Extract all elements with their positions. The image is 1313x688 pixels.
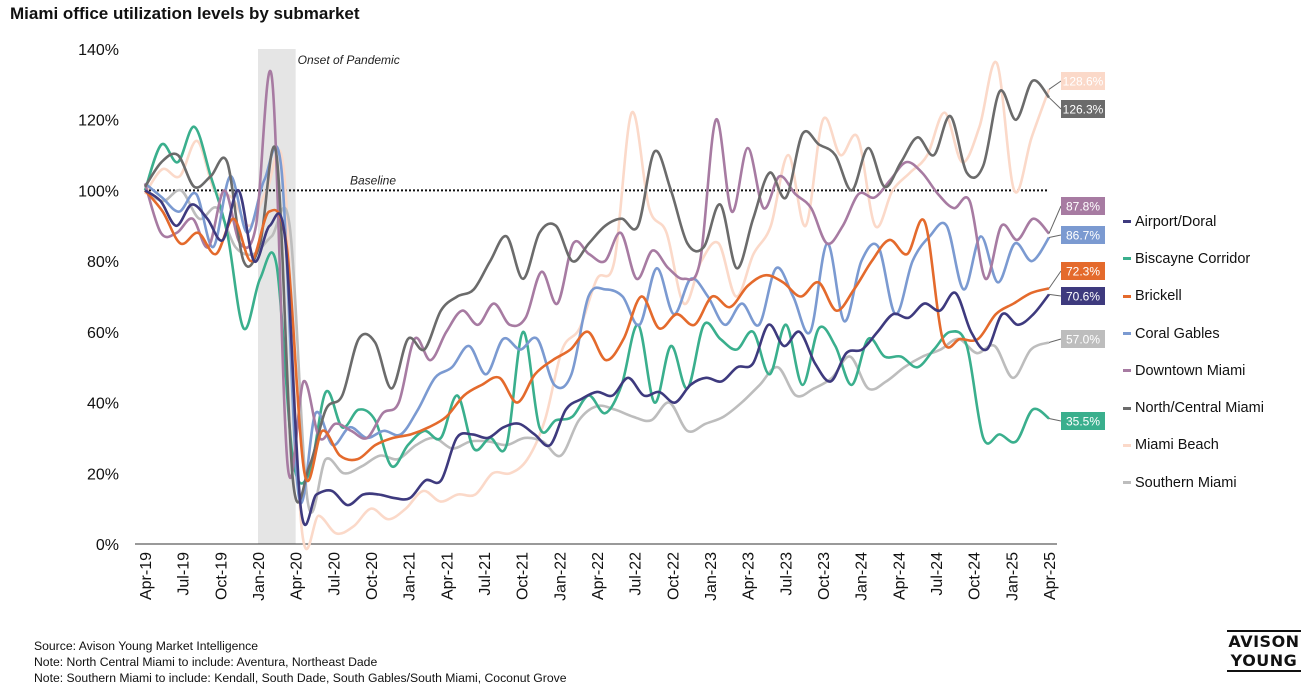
y-tick-label: 100% bbox=[78, 183, 119, 200]
logo-text: AVISON bbox=[1228, 632, 1300, 651]
end-label-box bbox=[1061, 412, 1105, 430]
legend-swatch bbox=[1123, 481, 1131, 485]
legend-swatch bbox=[1123, 220, 1131, 224]
end-label-leader bbox=[1048, 417, 1062, 422]
legend-item: North/Central Miami bbox=[1123, 389, 1264, 426]
legend-swatch bbox=[1123, 406, 1131, 410]
end-label-box bbox=[1061, 197, 1105, 215]
series-line bbox=[143, 79, 1051, 504]
chart-notes: Source: Avison Young Market Intelligence… bbox=[34, 638, 566, 686]
y-tick-label: 0% bbox=[96, 537, 119, 554]
baseline-label: Baseline bbox=[350, 173, 396, 187]
end-label-value: 70.6% bbox=[1066, 290, 1100, 304]
x-tick-label: Jul-21 bbox=[477, 552, 494, 596]
x-tick-label: Jul-22 bbox=[628, 552, 645, 596]
y-tick-label: 60% bbox=[87, 325, 119, 342]
x-tick-label: Oct-23 bbox=[816, 552, 833, 600]
end-label-leader bbox=[1048, 234, 1062, 238]
legend-swatch bbox=[1123, 257, 1131, 261]
legend-label: Downtown Miami bbox=[1135, 362, 1246, 379]
shaded-period-label: Onset of Pandemic bbox=[298, 53, 400, 67]
end-label-box bbox=[1061, 72, 1105, 90]
legend-item: Airport/Doral bbox=[1123, 203, 1264, 240]
end-label-value: 87.8% bbox=[1066, 200, 1100, 214]
legend-label: Miami Beach bbox=[1135, 437, 1219, 454]
legend: Airport/Doral Biscayne Corridor Brickell… bbox=[1123, 203, 1264, 501]
series-line bbox=[144, 188, 1050, 514]
footnote: Note: North Central Miami to include: Av… bbox=[34, 655, 378, 669]
end-label-value: 72.3% bbox=[1066, 265, 1100, 279]
legend-item: Biscayne Corridor bbox=[1123, 240, 1264, 277]
legend-item: Downtown Miami bbox=[1123, 352, 1264, 389]
legend-item: Southern Miami bbox=[1123, 464, 1264, 501]
end-label-box bbox=[1061, 100, 1105, 118]
legend-swatch bbox=[1123, 294, 1131, 298]
source-note: Source: Avison Young Market Intelligence bbox=[34, 639, 259, 653]
x-tick-label: Jan-23 bbox=[703, 552, 720, 601]
x-tick-label: Oct-24 bbox=[967, 552, 984, 600]
logo-rule bbox=[1227, 630, 1301, 632]
x-tick-label: Apr-19 bbox=[138, 552, 155, 600]
x-tick-label: Apr-23 bbox=[741, 552, 758, 600]
x-tick-label: Jul-24 bbox=[929, 552, 946, 596]
end-label-value: 126.3% bbox=[1063, 103, 1104, 117]
x-tick-label: Oct-22 bbox=[665, 552, 682, 600]
legend-swatch bbox=[1123, 332, 1131, 336]
end-label-value: 86.7% bbox=[1066, 229, 1100, 243]
end-label-box bbox=[1061, 226, 1105, 244]
x-tick-label: Apr-22 bbox=[590, 552, 607, 600]
x-tick-label: Jan-25 bbox=[1004, 552, 1021, 601]
x-tick-label: Jul-19 bbox=[176, 552, 193, 596]
x-tick-label: Oct-19 bbox=[213, 552, 230, 600]
legend-label: Southern Miami bbox=[1135, 474, 1237, 491]
x-tick-label: Jan-20 bbox=[251, 552, 268, 601]
avison-young-logo: AVISON YOUNG bbox=[1225, 630, 1303, 672]
end-label-box bbox=[1061, 287, 1105, 305]
x-tick-label: Oct-20 bbox=[364, 552, 381, 600]
legend-item: Miami Beach bbox=[1123, 427, 1264, 464]
logo-text: YOUNG bbox=[1230, 651, 1298, 670]
series-line bbox=[144, 189, 1050, 483]
legend-label: North/Central Miami bbox=[1135, 400, 1264, 417]
x-tick-label: Apr-20 bbox=[289, 552, 306, 600]
legend-item: Coral Gables bbox=[1123, 315, 1264, 352]
legend-label: Coral Gables bbox=[1135, 325, 1220, 342]
end-label-leader bbox=[1048, 205, 1062, 234]
x-tick-label: Jul-20 bbox=[326, 552, 343, 596]
x-tick-label: Oct-21 bbox=[515, 552, 532, 600]
end-label-leader bbox=[1048, 97, 1062, 110]
legend-swatch bbox=[1123, 443, 1131, 447]
y-tick-label: 40% bbox=[87, 396, 119, 413]
legend-swatch bbox=[1123, 369, 1131, 373]
y-tick-label: 80% bbox=[87, 254, 119, 271]
end-label-leader bbox=[1048, 270, 1062, 289]
footnote: Note: Southern Miami to include: Kendall… bbox=[34, 671, 567, 685]
x-tick-label: Jan-21 bbox=[402, 552, 419, 601]
x-tick-label: Jul-23 bbox=[778, 552, 795, 596]
end-label-leader bbox=[1048, 80, 1062, 90]
x-tick-label: Apr-21 bbox=[439, 552, 456, 600]
legend-item: Brickell bbox=[1123, 278, 1264, 315]
end-label-box bbox=[1061, 330, 1105, 348]
chart-title: Miami office utilization levels by subma… bbox=[10, 4, 360, 23]
series-line bbox=[144, 189, 1051, 527]
end-label-value: 57.0% bbox=[1066, 333, 1100, 347]
legend-label: Brickell bbox=[1135, 288, 1182, 305]
end-label-leader bbox=[1048, 338, 1062, 343]
logo-rule bbox=[1227, 670, 1301, 672]
end-label-box bbox=[1061, 262, 1105, 280]
x-tick-label: Apr-25 bbox=[1042, 552, 1059, 600]
x-tick-label: Jan-22 bbox=[552, 552, 569, 601]
x-tick-label: Apr-24 bbox=[891, 552, 908, 600]
legend-label: Biscayne Corridor bbox=[1135, 250, 1251, 267]
end-label-leader bbox=[1048, 293, 1062, 297]
y-tick-label: 20% bbox=[87, 466, 119, 483]
end-label-value: 128.6% bbox=[1063, 75, 1104, 89]
end-label-value: 35.5% bbox=[1066, 415, 1100, 429]
y-tick-label: 120% bbox=[78, 113, 119, 130]
x-tick-label: Jan-24 bbox=[854, 552, 871, 601]
y-tick-label: 140% bbox=[78, 42, 119, 59]
legend-label: Airport/Doral bbox=[1135, 213, 1217, 230]
